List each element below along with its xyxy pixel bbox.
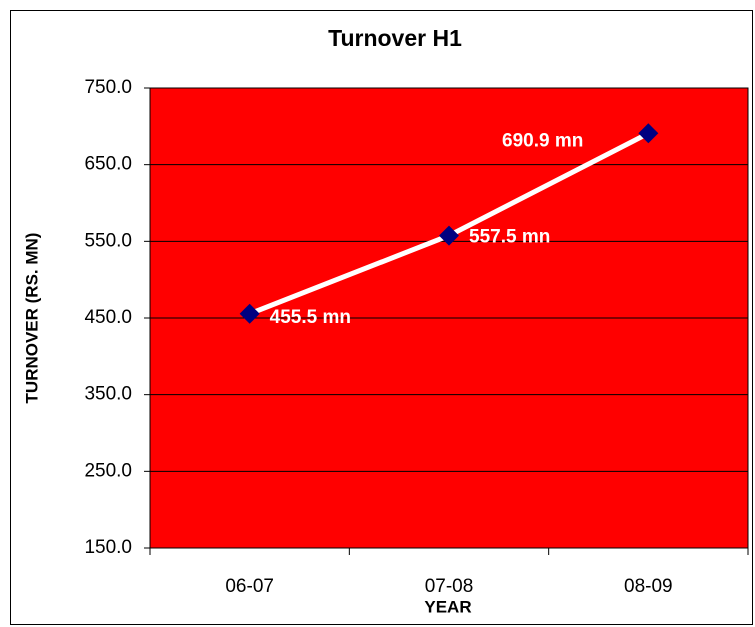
value-label: 557.5 mn [469, 227, 550, 248]
marker [638, 123, 659, 144]
plot-border [149, 87, 749, 549]
x-tick-label: 07-08 [425, 576, 474, 597]
y-tick-label: 650.0 [84, 154, 132, 175]
y-tick-label: 250.0 [84, 460, 132, 481]
x-tick-label: 08-09 [624, 576, 673, 597]
marker [439, 225, 459, 246]
x-tick-label: 06-07 [225, 576, 274, 597]
y-tick-label: 750.0 [84, 77, 132, 98]
marker [239, 303, 260, 324]
y-tick-label: 150.0 [84, 537, 132, 558]
chart-title: Turnover H1 [328, 25, 462, 51]
y-tick-label: 550.0 [84, 230, 132, 251]
value-label: 455.5 mn [270, 307, 351, 328]
value-label: 690.9 mn [502, 130, 583, 151]
x-axis-label: YEAR [424, 597, 471, 616]
y-tick-label: 450.0 [84, 307, 132, 328]
y-tick-label: 350.0 [84, 384, 132, 405]
y-axis-label: TURNOVER (RS. MN) [22, 233, 41, 404]
